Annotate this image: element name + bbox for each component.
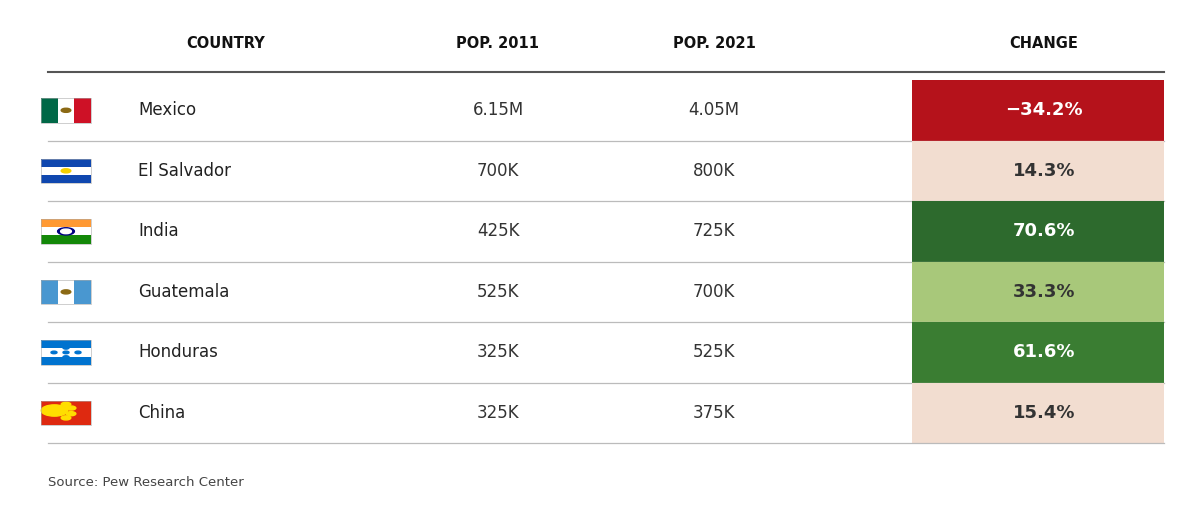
- Bar: [58, 98, 74, 123]
- Text: Honduras: Honduras: [138, 343, 218, 362]
- Text: 425K: 425K: [476, 222, 520, 241]
- Text: 325K: 325K: [476, 404, 520, 422]
- Text: 70.6%: 70.6%: [1013, 222, 1075, 241]
- Bar: [912, 262, 1164, 322]
- Circle shape: [50, 351, 58, 354]
- Bar: [41, 219, 91, 244]
- Circle shape: [61, 169, 71, 173]
- Text: 700K: 700K: [692, 283, 736, 301]
- Circle shape: [74, 351, 82, 354]
- Bar: [41, 280, 58, 304]
- Text: 525K: 525K: [692, 343, 736, 362]
- Circle shape: [61, 416, 71, 420]
- Bar: [41, 159, 91, 167]
- Bar: [912, 80, 1164, 141]
- Bar: [41, 340, 91, 348]
- Text: 61.6%: 61.6%: [1013, 343, 1075, 362]
- Text: 15.4%: 15.4%: [1013, 404, 1075, 422]
- Bar: [41, 340, 91, 365]
- Bar: [41, 227, 91, 235]
- Text: 375K: 375K: [692, 404, 736, 422]
- Bar: [41, 219, 91, 227]
- Text: 325K: 325K: [476, 343, 520, 362]
- Text: 725K: 725K: [692, 222, 736, 241]
- Bar: [912, 201, 1164, 262]
- Text: 33.3%: 33.3%: [1013, 283, 1075, 301]
- Circle shape: [41, 405, 67, 416]
- Text: CHANGE: CHANGE: [1009, 36, 1079, 51]
- Text: 700K: 700K: [476, 162, 520, 180]
- Text: El Salvador: El Salvador: [138, 162, 230, 180]
- Text: China: China: [138, 404, 185, 422]
- Circle shape: [61, 108, 71, 112]
- Bar: [41, 167, 91, 175]
- Text: India: India: [138, 222, 179, 241]
- Circle shape: [61, 290, 71, 294]
- Text: −34.2%: −34.2%: [1006, 101, 1082, 120]
- Circle shape: [61, 402, 71, 406]
- Text: Guatemala: Guatemala: [138, 283, 229, 301]
- Bar: [41, 348, 91, 357]
- Text: Mexico: Mexico: [138, 101, 196, 120]
- Bar: [41, 401, 91, 425]
- Text: Source: Pew Research Center: Source: Pew Research Center: [48, 476, 244, 489]
- Text: POP. 2021: POP. 2021: [672, 36, 756, 51]
- Bar: [74, 280, 91, 304]
- Text: 4.05M: 4.05M: [689, 101, 739, 120]
- Bar: [41, 235, 91, 244]
- Bar: [41, 98, 58, 123]
- Circle shape: [66, 406, 76, 410]
- Bar: [41, 357, 91, 365]
- Circle shape: [66, 411, 76, 416]
- Bar: [41, 175, 91, 183]
- Text: 525K: 525K: [476, 283, 520, 301]
- Text: 6.15M: 6.15M: [473, 101, 523, 120]
- Bar: [58, 280, 74, 304]
- Circle shape: [60, 229, 72, 234]
- Text: 14.3%: 14.3%: [1013, 162, 1075, 180]
- Bar: [41, 159, 91, 183]
- Circle shape: [64, 351, 70, 354]
- Text: 800K: 800K: [692, 162, 736, 180]
- Bar: [41, 401, 91, 425]
- Bar: [912, 322, 1164, 383]
- Circle shape: [58, 228, 74, 235]
- Text: COUNTRY: COUNTRY: [186, 36, 265, 51]
- Bar: [912, 383, 1164, 443]
- Circle shape: [64, 356, 70, 358]
- Bar: [912, 141, 1164, 201]
- Bar: [74, 98, 91, 123]
- Text: POP. 2011: POP. 2011: [456, 36, 540, 51]
- Bar: [41, 98, 91, 123]
- Circle shape: [64, 347, 70, 349]
- Bar: [41, 280, 91, 304]
